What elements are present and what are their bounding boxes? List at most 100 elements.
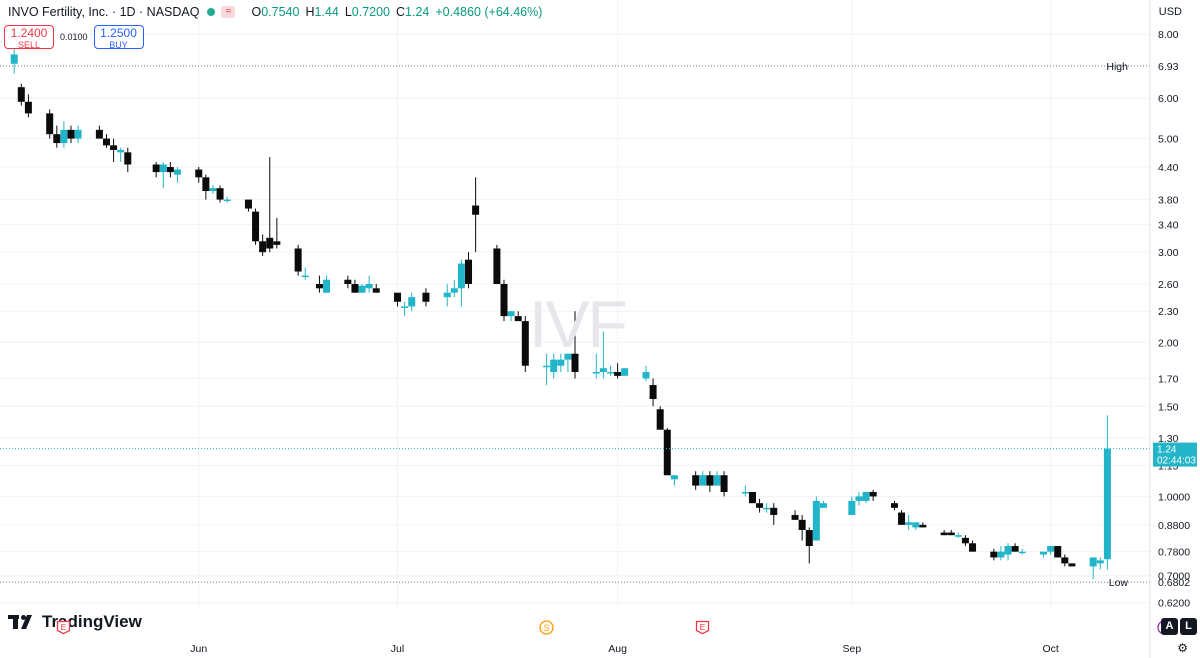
candle-up xyxy=(173,167,181,183)
candle-body xyxy=(1011,546,1019,552)
candle-up xyxy=(1040,551,1048,558)
candle-body xyxy=(621,368,629,376)
candle-body xyxy=(358,285,366,293)
candle-down xyxy=(890,500,898,511)
candle-body xyxy=(457,263,465,289)
candle-body xyxy=(1018,551,1026,554)
symbol-title[interactable]: INVO Fertility, Inc. · 1D · NASDAQ xyxy=(8,5,200,19)
high-value: 6.93 xyxy=(1158,61,1179,73)
candle-body xyxy=(344,279,352,284)
candle-down xyxy=(869,489,877,501)
candle-body xyxy=(24,101,32,114)
ohlc-value: 0.7540 xyxy=(261,5,300,19)
candle-up xyxy=(401,301,409,317)
buy-button[interactable]: 1.2500 BUY xyxy=(93,25,144,50)
candle-body xyxy=(855,496,863,501)
candle-body xyxy=(95,129,103,139)
candle-down xyxy=(692,471,700,490)
candle-down xyxy=(756,498,764,513)
candle-body xyxy=(670,475,678,480)
ohlc-key: H xyxy=(305,5,315,19)
candle-body xyxy=(898,512,906,525)
candle-body xyxy=(571,353,579,372)
candle-up xyxy=(507,311,515,322)
candle-body xyxy=(763,507,771,510)
price-tick-label: 4.40 xyxy=(1158,162,1179,174)
candle-down xyxy=(202,174,210,200)
market-open-icon xyxy=(207,8,216,16)
log-scale-button[interactable]: L xyxy=(1180,618,1197,635)
ohlc-key: C xyxy=(396,5,406,19)
candle-up xyxy=(301,267,309,280)
candle-body xyxy=(869,492,877,497)
candle-up xyxy=(642,365,650,382)
time-tick-label: Oct xyxy=(1042,643,1059,655)
candle-down xyxy=(656,406,664,430)
candle-body xyxy=(805,529,813,547)
earnings-icon[interactable]: E xyxy=(56,620,71,635)
candle-body xyxy=(798,519,806,530)
candle-body xyxy=(294,248,302,272)
ohlc-value: 1.24 xyxy=(405,5,430,19)
candle-up xyxy=(60,121,68,148)
candle-body xyxy=(365,283,373,289)
candle-body xyxy=(394,292,402,302)
sell-button[interactable]: 1.2400 SELL xyxy=(4,25,54,50)
candle-body xyxy=(741,492,749,494)
candle-body xyxy=(351,283,359,293)
candle-body xyxy=(890,503,898,508)
candle-down xyxy=(472,177,480,253)
time-tick-label: Sep xyxy=(842,643,862,655)
time-tick-label: Jun xyxy=(190,643,208,655)
candle-body xyxy=(195,169,203,178)
dividend-icon[interactable]: S xyxy=(539,620,554,635)
candle-up xyxy=(543,353,551,386)
sell-label: SELL xyxy=(17,40,41,50)
candle-down xyxy=(273,217,281,249)
candle-body xyxy=(940,532,948,536)
candle-down xyxy=(315,275,323,293)
candle-up xyxy=(954,532,962,538)
candle-body xyxy=(507,311,515,317)
candle-up xyxy=(905,514,913,530)
settings-icon[interactable]: ⚙ xyxy=(1177,641,1188,655)
candle-body xyxy=(642,371,650,379)
earnings-icon[interactable]: E xyxy=(695,620,710,635)
candle-up xyxy=(365,275,373,293)
compare-icon[interactable]: ≈ xyxy=(221,6,236,18)
candle-up xyxy=(1004,543,1012,561)
candle-down xyxy=(252,208,260,245)
candle-body xyxy=(1054,546,1062,558)
candle-body xyxy=(862,492,870,501)
candle-up xyxy=(599,331,607,379)
symbol-watermark: IVF xyxy=(529,287,628,361)
candle-body xyxy=(1047,546,1055,552)
ohlc-key: O xyxy=(251,5,262,19)
price-axis[interactable]: 8.00 6.00 5.00 4.40 3.80 3.40 3.00 2.60 2.30 2.00… xyxy=(1149,0,1197,658)
time-tick-label: Aug xyxy=(608,643,627,655)
buy-label: BUY xyxy=(109,40,128,50)
candle-body xyxy=(493,248,501,284)
candle-body xyxy=(202,177,210,191)
candle-body xyxy=(954,535,962,537)
candle-up xyxy=(741,485,749,497)
price-tick-label: 0.6200 xyxy=(1158,598,1190,610)
candle-up xyxy=(117,147,125,163)
candle-down xyxy=(493,244,501,284)
candle-body xyxy=(947,532,955,536)
candle-body xyxy=(812,500,820,541)
tradingview-logo[interactable]: TradingView xyxy=(8,612,142,632)
price-tick-label: 2.00 xyxy=(1158,337,1179,349)
candle-up xyxy=(713,471,721,486)
auto-scale-button[interactable]: A xyxy=(1161,618,1178,635)
candle-up xyxy=(848,496,856,515)
candle-body xyxy=(606,371,614,374)
candle-body xyxy=(521,321,529,366)
candle-up xyxy=(1089,557,1097,579)
currency-selector[interactable]: USD xyxy=(1158,6,1182,18)
candle-up xyxy=(443,283,451,307)
candle-up xyxy=(457,259,465,307)
price-tick-label: 1.50 xyxy=(1158,401,1179,413)
candle-body xyxy=(961,537,969,544)
